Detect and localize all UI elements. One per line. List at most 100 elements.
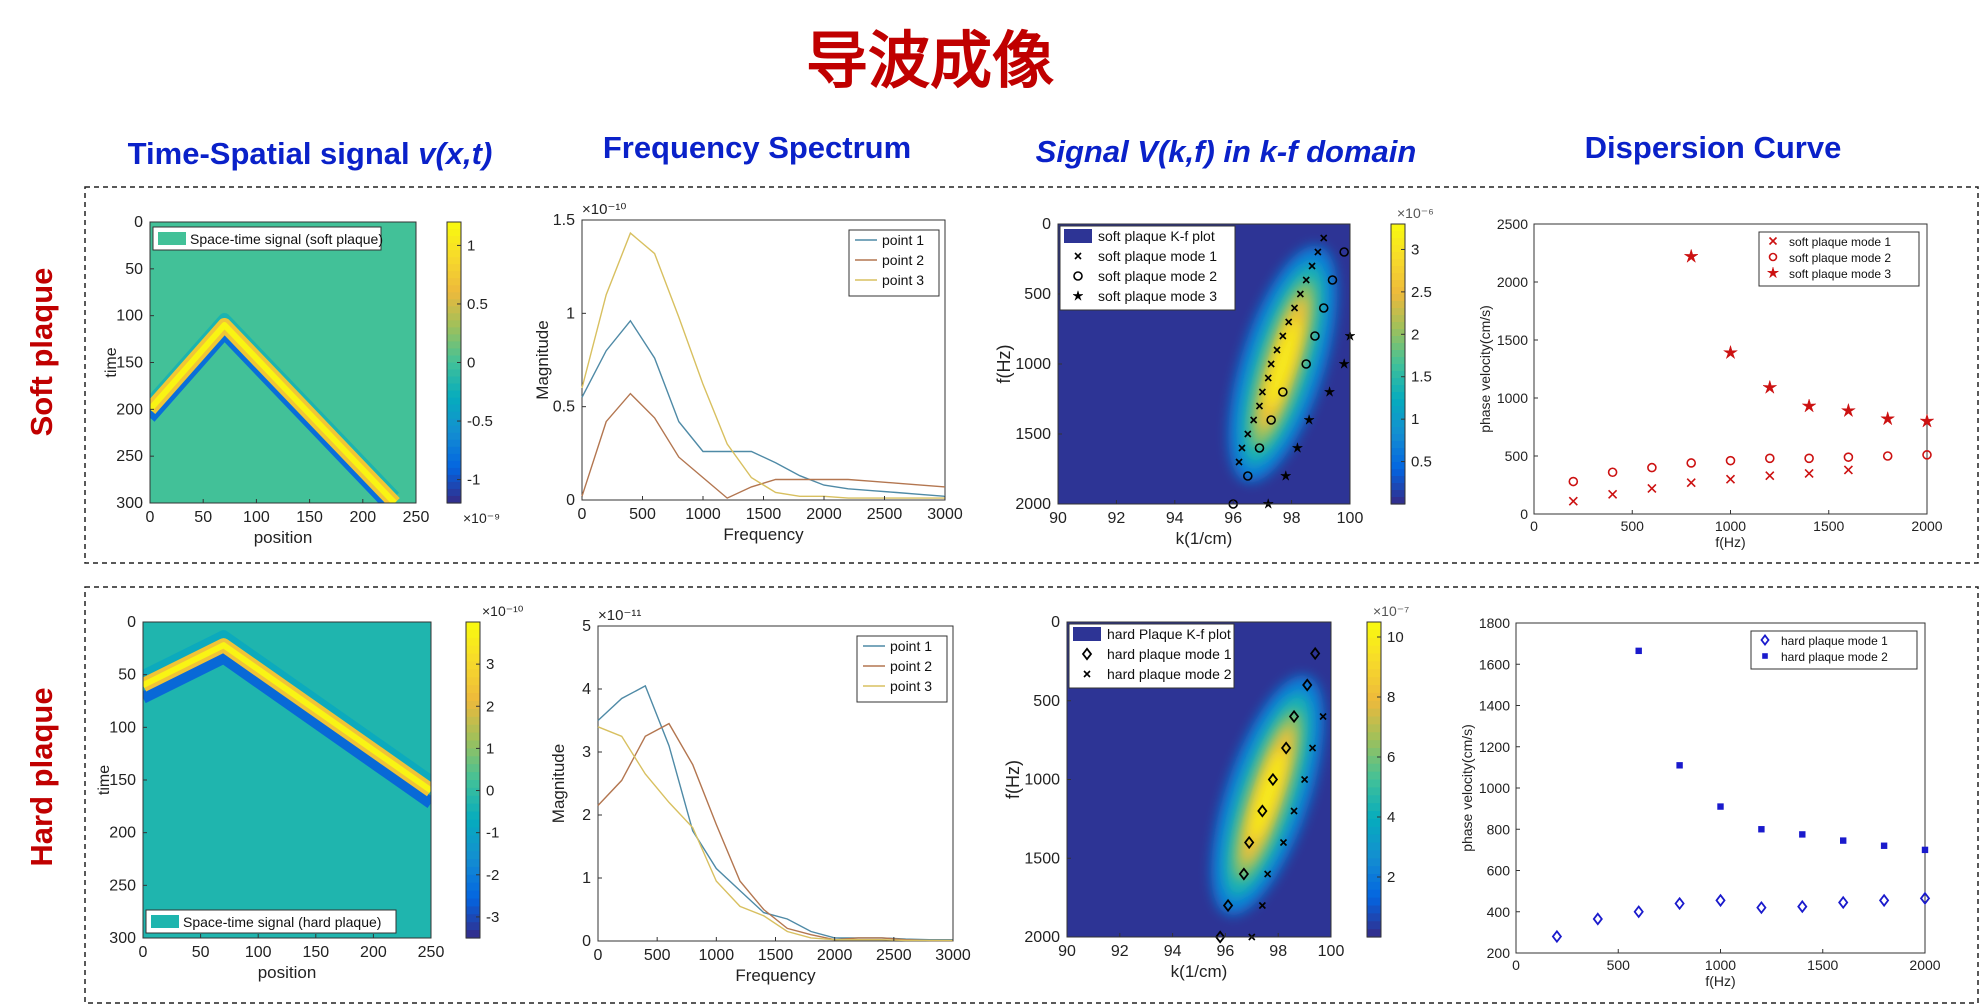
hard_fs-x-tick-label: 3000: [935, 947, 971, 964]
hard_dc-marker: [1838, 895, 1849, 910]
soft_ts-y-tick-label: 250: [116, 448, 143, 465]
hard_kf-colorbar-band: [1367, 905, 1381, 914]
hard_fs-y-tick-label: 2: [582, 807, 591, 824]
hard_kf-marker: [1244, 835, 1255, 850]
soft_kf-colorbar-band: [1391, 287, 1405, 295]
hard_dc-y-tick-label: 800: [1487, 821, 1511, 837]
hard_kf-y-tick-label: 0: [1051, 614, 1060, 631]
hard_fs-x-tick-label: 1500: [758, 947, 794, 964]
soft_kf-colorbar-band: [1391, 266, 1405, 274]
soft_dc-marker: [1882, 451, 1893, 461]
soft_ts-colorbar-band: [447, 481, 461, 490]
soft_kf-colorbar-frame: [1390, 223, 1406, 505]
hard_ts-colorbar-band: [466, 732, 480, 742]
hard_ts-colorbar-band: [466, 637, 480, 647]
hard_kf-marker: [1222, 898, 1234, 913]
soft_dc-legend-label: soft plaque mode 1: [1789, 235, 1891, 249]
hard_kf-colorbar-band: [1367, 858, 1381, 867]
hard_fs-legend-label: point 2: [890, 658, 932, 674]
soft_ts-colorbar-band: [447, 369, 461, 378]
soft_ts-y-tick-label: 100: [116, 308, 143, 325]
soft_ts-x-tick-label: 150: [296, 509, 323, 526]
hard_ts-colorbar-band: [466, 685, 480, 694]
soft_dc-marker: [1607, 467, 1618, 478]
hard_fs-y-tick-label: 0: [582, 933, 591, 950]
soft_ts-colorbar-band: [447, 383, 461, 392]
hard_ts-colorbar-band: [466, 780, 480, 789]
soft_kf-marker: [1250, 416, 1258, 424]
hard_ts-colorbar-band: [466, 748, 480, 757]
soft_fs-legend-label: point 2: [882, 252, 924, 268]
soft_dc-marker: [1725, 455, 1736, 466]
column-header-text: Frequency Spectrum: [603, 130, 911, 165]
soft_ts-colorbar-band: [447, 355, 461, 364]
soft_ts-x-tick-label: 200: [349, 509, 376, 526]
soft_ts-colorbar-band: [447, 425, 461, 434]
soft_ts-colorbar-band: [447, 320, 461, 328]
column-header-time-spatial: Time-Spatial signal v(x,t): [128, 136, 493, 171]
hard_kf-colorbar-band: [1367, 881, 1381, 891]
hard_dc-marker: [1758, 826, 1765, 833]
soft_ts-colorbar-band: [447, 341, 461, 350]
soft_ts-colorbar-band: [447, 488, 461, 497]
soft_kf-marker: [1273, 346, 1281, 354]
hard_kf-marker: [1280, 741, 1292, 755]
hard_kf-marker: [1302, 678, 1313, 692]
hard_dc-marker: [1799, 831, 1806, 838]
soft_dc-x-tick-label: 500: [1621, 518, 1645, 534]
hard_kf-colorbar-band: [1367, 913, 1381, 922]
hard_ts-legend-box: [145, 909, 397, 934]
hard_ts-colorbar-tick-label: 1: [486, 740, 494, 757]
soft_kf-y-tick-label: 0: [1042, 216, 1051, 233]
soft_dc-marker: [1840, 402, 1857, 418]
hard_ts-colorbar-band: [466, 701, 480, 710]
hard_kf-colorbar-tick-label: 6: [1387, 749, 1395, 766]
soft_kf-x-tick-label: 92: [1108, 510, 1126, 527]
hard_ts-colorbar-band: [466, 677, 480, 686]
soft_ts-colorbar-band: [447, 397, 461, 406]
hard_ts-colorbar-tick-label: 2: [486, 698, 494, 715]
soft_fs-y-tick-label: 0.5: [553, 399, 575, 416]
hard_kf-colorbar-band: [1367, 716, 1381, 725]
soft_kf-colorbar-band: [1391, 371, 1405, 379]
soft_dc-y-tick-label: 2000: [1497, 274, 1528, 290]
hard_dc-x-axis-label: f(Hz): [1705, 973, 1735, 989]
soft_kf-marker: [1290, 304, 1299, 312]
soft_ts-colorbar-band: [447, 446, 461, 455]
hard_kf-marker: [1319, 712, 1327, 721]
soft_fs-x-tick-label: 3000: [927, 506, 963, 523]
soft_fs-x-tick-label: 500: [629, 506, 656, 523]
soft_dc-y-tick-label: 2500: [1497, 216, 1528, 232]
hard_ts-y-tick-label: 250: [109, 877, 136, 894]
soft_kf-marker: [1339, 247, 1349, 257]
hard_fs-x-tick-label: 2000: [817, 947, 853, 964]
hard_kf-x-tick-label: 94: [1164, 943, 1182, 960]
soft_kf-legend-label: soft plaque mode 3: [1098, 288, 1217, 304]
hard_dc-y-tick-label: 1200: [1479, 739, 1510, 755]
soft_kf-colorbar-band: [1391, 441, 1405, 449]
soft_kf-marker: [1303, 413, 1315, 425]
hard_kf-marker: [1258, 901, 1266, 910]
hard_fs-x-tick-label: 2500: [876, 947, 912, 964]
hard_fs-y-axis-label: Magnitude: [549, 744, 568, 823]
soft_kf-colorbar-band: [1391, 245, 1405, 253]
soft_dc-marker: [1686, 478, 1696, 488]
hard_dc-legend-label: hard plaque mode 2: [1781, 650, 1888, 664]
hard_fs-x-tick-label: 1000: [699, 947, 735, 964]
hard_ts-y-tick-label: 50: [118, 667, 136, 684]
hard_kf-marker: [1279, 838, 1288, 847]
soft_ts-colorbar-band: [447, 313, 461, 321]
hard_ts-colorbar-band: [466, 827, 480, 836]
soft_kf-colorbar-band: [1391, 294, 1405, 302]
soft_kf-legend-marker: [1073, 271, 1083, 281]
hard_dc-marker: [1676, 762, 1683, 769]
page-title: 导波成像: [806, 24, 1054, 97]
hard_ts-y-tick-label: 100: [109, 719, 136, 736]
soft_kf-y-axis-label: f(Hz): [994, 345, 1014, 384]
hard_kf-colorbar-band: [1367, 692, 1381, 702]
soft_dc-marker: [1683, 248, 1699, 264]
hard_ts-colorbar-band: [466, 740, 480, 749]
hard_kf-legend-marker: [1081, 647, 1093, 661]
hard_kf-colorbar-band: [1367, 929, 1381, 938]
hard_dc-x-tick-label: 1500: [1807, 957, 1838, 973]
